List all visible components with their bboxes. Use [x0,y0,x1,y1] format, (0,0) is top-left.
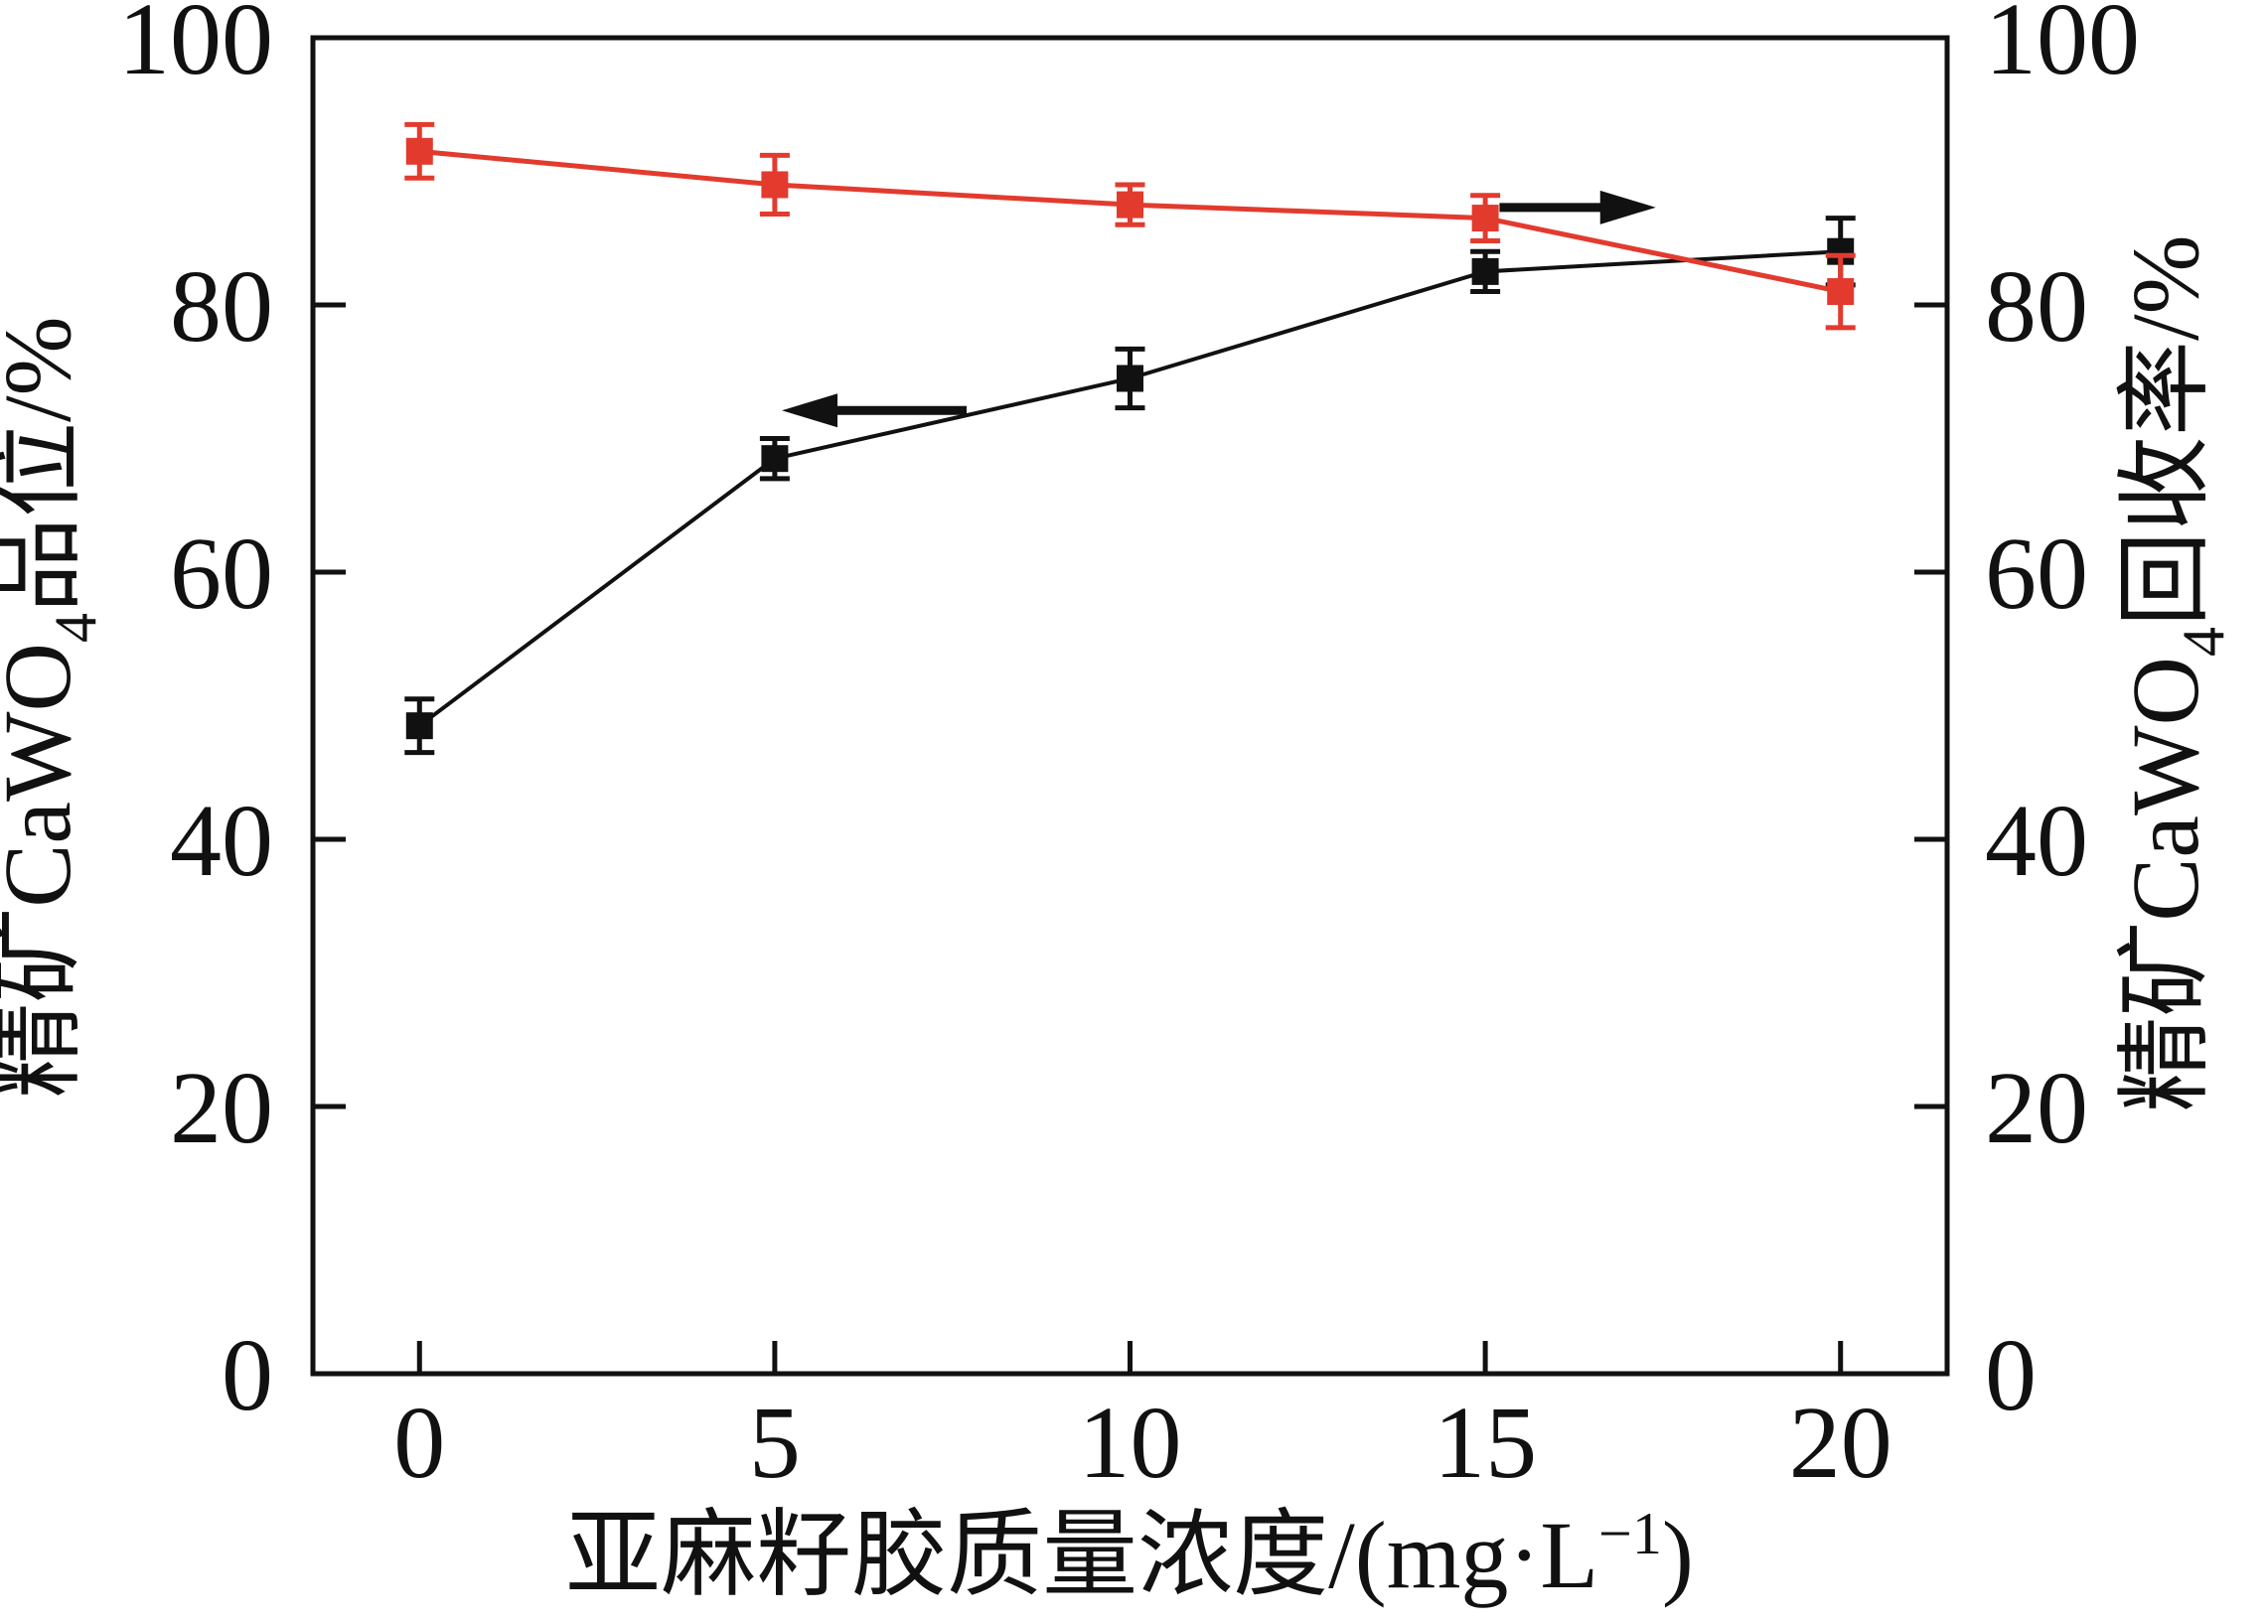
x-axis-tick-label: 10 [1079,1386,1182,1500]
data-point-marker [1117,365,1143,392]
left-axis-tick-label: 80 [170,249,273,364]
right-axis-tick-label: 0 [1985,1318,2037,1432]
label-part: −1 [1598,1501,1662,1566]
right-axis-arrow [1499,190,1656,224]
data-point-marker [1827,278,1855,306]
x-axis-tick-label: 5 [749,1386,801,1500]
label-part: 精矿CaWO [2112,657,2218,1112]
right-axis-title: 精矿CaWO4回收率/% [2112,234,2236,1111]
label-part: 品位/% [0,316,90,613]
data-point-marker [405,712,433,740]
x-axis-tick-label: 15 [1434,1386,1537,1500]
label-part: 4 [43,613,108,643]
x-axis-tick-label: 20 [1789,1386,1892,1500]
data-point-marker [1471,257,1499,285]
left-axis-tick-label: 20 [170,1051,273,1165]
left-axis-tick-label: 60 [170,517,273,631]
x-axis-title: 亚麻籽胶质量浓度/(mg·L−1) [565,1501,1694,1608]
left-axis-title: 精矿CaWO4品位/% [0,316,108,1098]
grade-series [404,216,1856,756]
right-axis-tick-label: 100 [1985,0,2140,96]
series-line [418,249,1841,728]
data-point-marker [761,445,789,473]
recovery-series [404,121,1856,331]
left-axis-tick-label: 0 [222,1318,273,1432]
right-axis-tick-label: 20 [1985,1051,2088,1165]
label-part: 4 [2171,627,2236,657]
data-point-marker [1471,205,1499,232]
plot-frame [310,35,1950,1377]
label-part: ) [1662,1502,1694,1608]
data-point-marker [1117,191,1143,219]
right-axis-tick-label: 40 [1985,784,2088,898]
left-axis-tick-label: 40 [170,784,273,898]
x-axis-tick-label: 0 [393,1386,445,1500]
label-part: 亚麻籽胶质量浓度/(mg·L [565,1502,1598,1608]
label-part: 精矿CaWO [0,643,90,1099]
data-point-marker [761,171,789,199]
right-axis-tick-label: 60 [1985,517,2088,631]
data-point-marker [405,137,433,165]
left-axis-arrow [782,393,967,428]
label-part: 回收率/% [2112,234,2218,627]
arrow-head-left [782,393,838,428]
arrow-head-right [1599,190,1656,224]
right-axis-tick-label: 80 [1985,249,2088,364]
left-axis-tick-label: 100 [118,0,273,96]
